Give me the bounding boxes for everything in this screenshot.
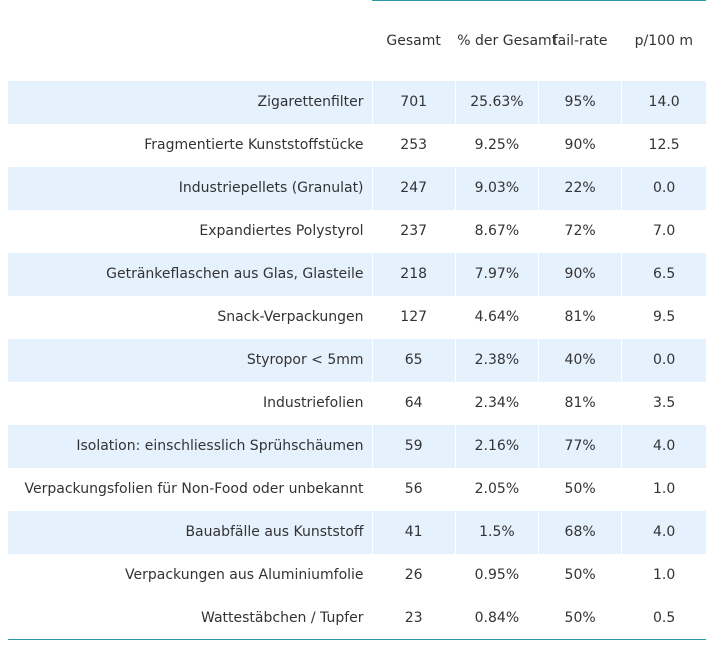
table-row: Getränkeflaschen aus Glas, Glasteile 218… (8, 252, 706, 296)
cell-per-100m: 4.0 (621, 510, 706, 554)
table-row: Fragmentierte Kunststoffstücke 253 9.25%… (8, 123, 706, 167)
cell-fail-rate: 77% (537, 424, 622, 468)
header-percent-gesamt: % der Gesamt (455, 0, 557, 81)
cell-fail-rate: 50% (537, 467, 622, 511)
cell-percent: 7.97% (454, 252, 539, 296)
cell-percent: 2.34% (454, 381, 539, 425)
row-label: Isolation: einschliesslich Sprühschäumen (8, 424, 373, 468)
cell-percent: 25.63% (454, 80, 539, 124)
row-label: Fragmentierte Kunststoffstücke (8, 123, 373, 167)
table-row: Verpackungen aus Aluminiumfolie 26 0.95%… (8, 553, 706, 597)
table-row: Verpackungsfolien für Non-Food oder unbe… (8, 467, 706, 511)
cell-fail-rate: 40% (537, 338, 622, 382)
cell-fail-rate: 50% (537, 553, 622, 597)
row-label: Styropor < 5mm (8, 338, 373, 382)
cell-gesamt: 64 (371, 381, 456, 425)
header-gesamt: Gesamt (372, 0, 456, 81)
table-row: Expandiertes Polystyrol 237 8.67% 72% 7.… (8, 209, 706, 253)
table-row: Industriefolien 64 2.34% 81% 3.5 (8, 381, 706, 425)
row-label: Industriefolien (8, 381, 373, 425)
cell-per-100m: 14.0 (621, 80, 706, 124)
cell-percent: 0.84% (454, 596, 539, 640)
cell-percent: 2.05% (454, 467, 539, 511)
cell-gesamt: 253 (371, 123, 456, 167)
header-fail-rate: fail-rate (538, 0, 622, 81)
table-row: Snack-Verpackungen 127 4.64% 81% 9.5 (8, 295, 706, 339)
cell-per-100m: 1.0 (621, 553, 706, 597)
table-header: Gesamt % der Gesamt fail-rate p/100 m (8, 0, 706, 81)
cell-fail-rate: 95% (537, 80, 622, 124)
cell-per-100m: 0.0 (621, 338, 706, 382)
cell-fail-rate: 50% (537, 596, 622, 640)
table-row: Isolation: einschliesslich Sprühschäumen… (8, 424, 706, 468)
row-label: Expandiertes Polystyrol (8, 209, 373, 253)
table-row: Bauabfälle aus Kunststoff 41 1.5% 68% 4.… (8, 510, 706, 554)
cell-percent: 8.67% (454, 209, 539, 253)
table-row: Zigarettenfilter 701 25.63% 95% 14.0 (8, 80, 706, 124)
cell-gesamt: 41 (371, 510, 456, 554)
cell-percent: 2.16% (454, 424, 539, 468)
cell-gesamt: 127 (371, 295, 456, 339)
cell-percent: 1.5% (454, 510, 539, 554)
cell-per-100m: 7.0 (621, 209, 706, 253)
cell-per-100m: 9.5 (621, 295, 706, 339)
header-label-column (8, 1, 372, 81)
cell-percent: 9.03% (454, 166, 539, 210)
cell-per-100m: 4.0 (621, 424, 706, 468)
cell-per-100m: 1.0 (621, 467, 706, 511)
cell-gesamt: 56 (371, 467, 456, 511)
cell-per-100m: 3.5 (621, 381, 706, 425)
cell-gesamt: 65 (371, 338, 456, 382)
cell-gesamt: 26 (371, 553, 456, 597)
header-row: Gesamt % der Gesamt fail-rate p/100 m (8, 0, 706, 81)
row-label: Getränkeflaschen aus Glas, Glasteile (8, 252, 373, 296)
litter-summary-table: Gesamt % der Gesamt fail-rate p/100 m Zi… (8, 0, 706, 640)
cell-percent: 0.95% (454, 553, 539, 597)
cell-fail-rate: 90% (537, 252, 622, 296)
cell-fail-rate: 81% (537, 295, 622, 339)
table-row: Wattestäbchen / Tupfer 23 0.84% 50% 0.5 (8, 596, 706, 640)
cell-percent: 4.64% (454, 295, 539, 339)
cell-gesamt: 247 (371, 166, 456, 210)
cell-fail-rate: 22% (537, 166, 622, 210)
cell-gesamt: 59 (371, 424, 456, 468)
cell-fail-rate: 68% (537, 510, 622, 554)
cell-fail-rate: 81% (537, 381, 622, 425)
row-label: Verpackungen aus Aluminiumfolie (8, 553, 373, 597)
cell-fail-rate: 90% (537, 123, 622, 167)
cell-per-100m: 0.0 (621, 166, 706, 210)
cell-per-100m: 12.5 (621, 123, 706, 167)
cell-per-100m: 0.5 (621, 596, 706, 640)
row-label: Zigarettenfilter (8, 80, 373, 124)
row-label: Industriepellets (Granulat) (8, 166, 373, 210)
header-per-100m: p/100 m (621, 0, 706, 81)
table-row: Industriepellets (Granulat) 247 9.03% 22… (8, 166, 706, 210)
cell-per-100m: 6.5 (621, 252, 706, 296)
row-label: Snack-Verpackungen (8, 295, 373, 339)
table-body: Zigarettenfilter 701 25.63% 95% 14.0 Fra… (8, 80, 706, 640)
cell-gesamt: 23 (371, 596, 456, 640)
cell-gesamt: 237 (371, 209, 456, 253)
cell-percent: 9.25% (454, 123, 539, 167)
cell-gesamt: 701 (371, 80, 456, 124)
table-row: Styropor < 5mm 65 2.38% 40% 0.0 (8, 338, 706, 382)
row-label: Bauabfälle aus Kunststoff (8, 510, 373, 554)
cell-fail-rate: 72% (537, 209, 622, 253)
cell-gesamt: 218 (371, 252, 456, 296)
row-label: Verpackungsfolien für Non-Food oder unbe… (8, 467, 373, 511)
row-label: Wattestäbchen / Tupfer (8, 596, 373, 640)
cell-percent: 2.38% (454, 338, 539, 382)
data-table-container: Gesamt % der Gesamt fail-rate p/100 m Zi… (8, 0, 706, 640)
